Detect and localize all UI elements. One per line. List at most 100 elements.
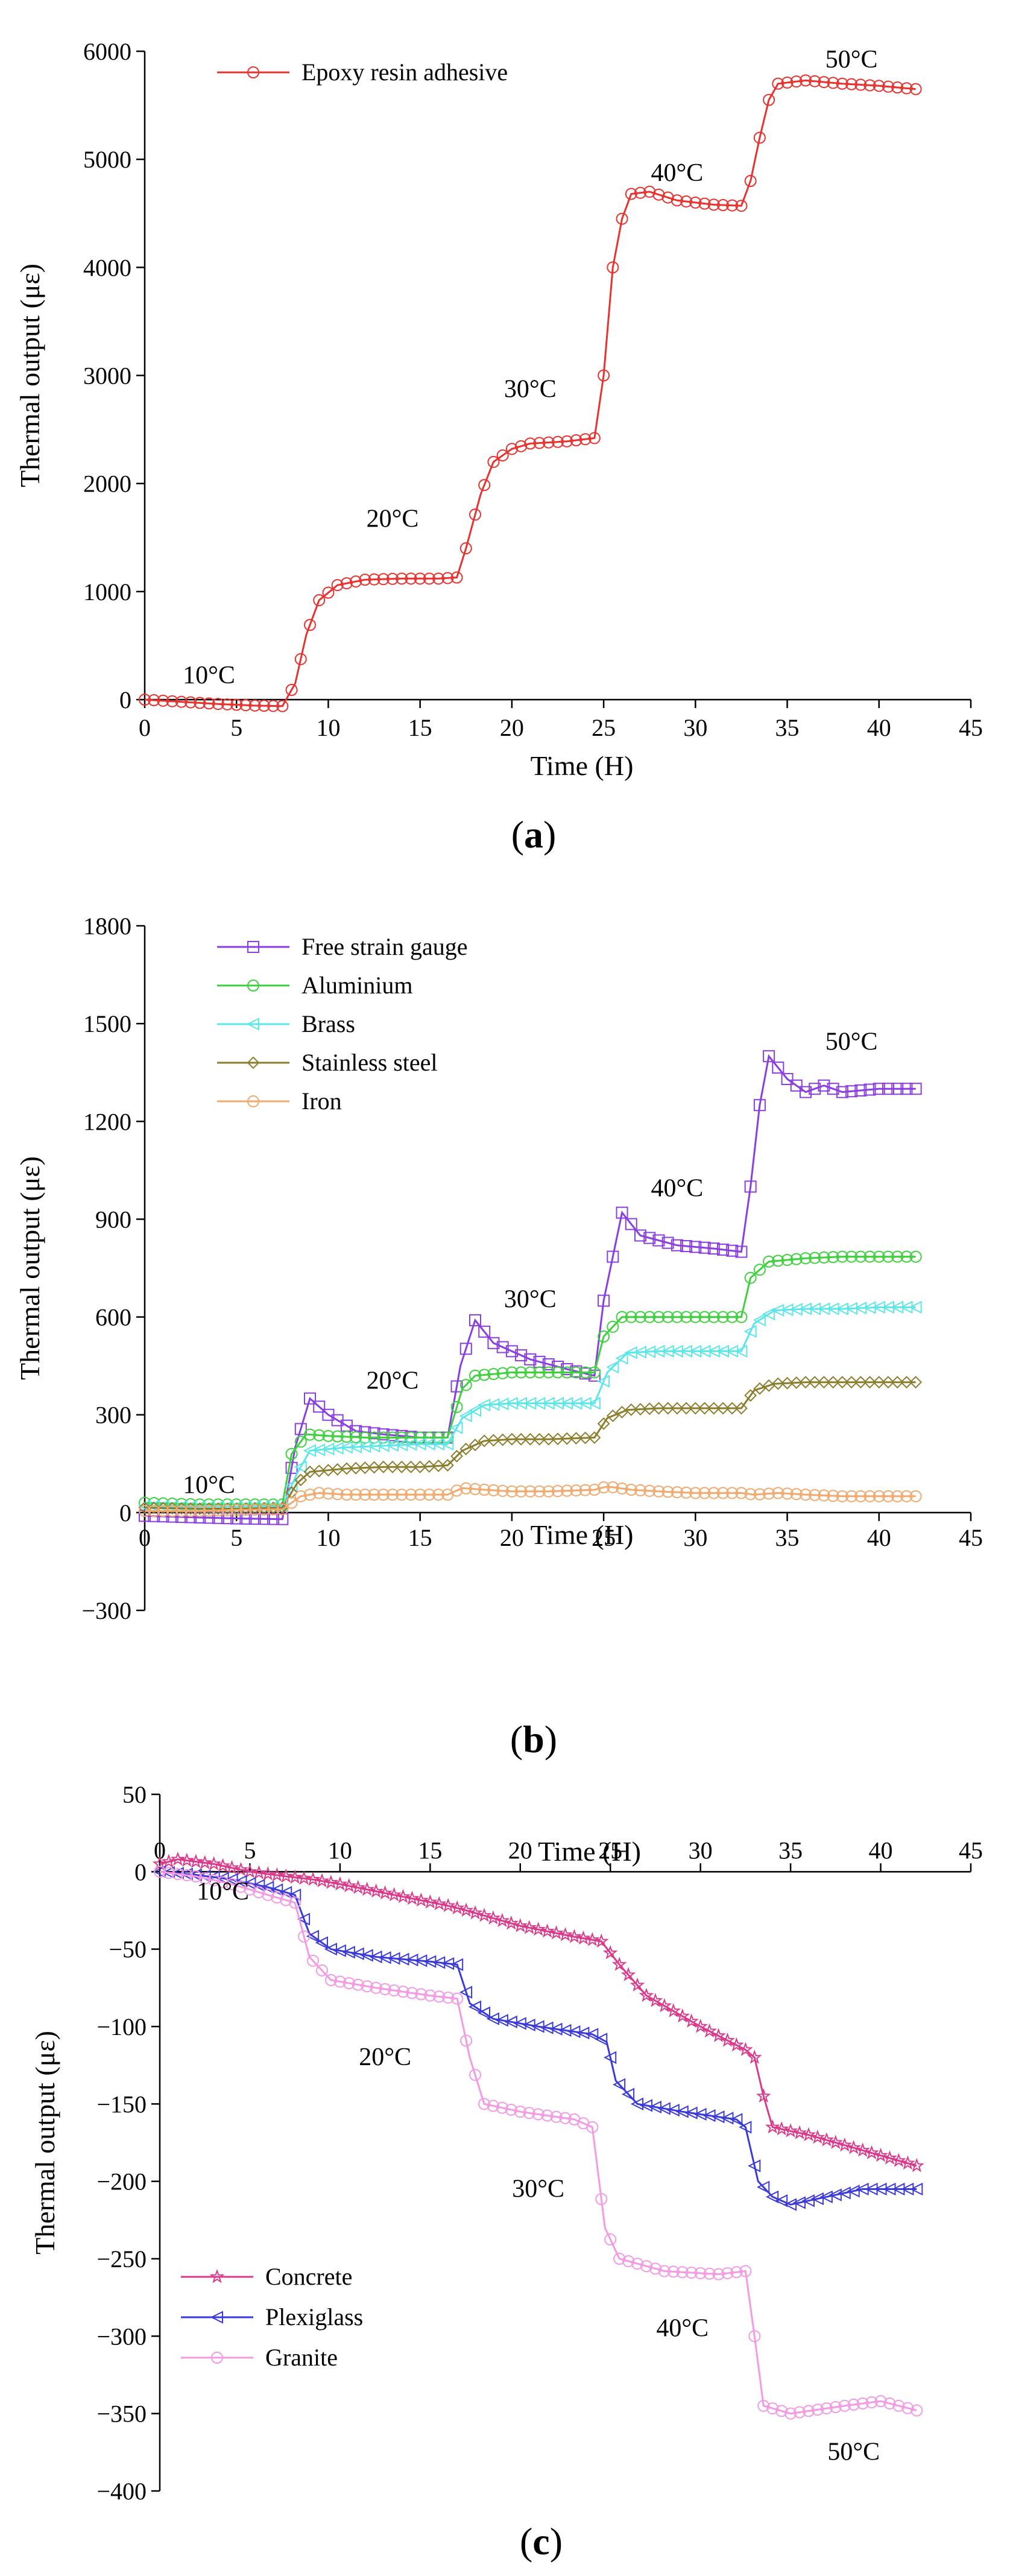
data-point (468, 2000, 482, 2014)
legend-label: Plexiglass (265, 2303, 363, 2331)
temperature-annotation: 50°C (825, 1028, 878, 1055)
legend-entry: Concrete (181, 2263, 352, 2290)
data-point (505, 2103, 517, 2116)
data-point (643, 1402, 656, 1416)
data-point (370, 1981, 382, 1994)
data-point (891, 2153, 906, 2167)
data-point (730, 2113, 743, 2126)
data-point (643, 185, 656, 198)
data-point (809, 1489, 821, 1501)
x-axis-label: Time (H) (538, 1836, 641, 1867)
data-point (596, 1375, 610, 1388)
data-point (607, 261, 619, 274)
data-point (194, 1505, 206, 1517)
data-point (800, 74, 812, 87)
data-point (203, 1504, 215, 1517)
data-point (643, 1232, 656, 1244)
data-point (616, 1206, 628, 1219)
data-point (648, 1993, 663, 2007)
data-point (900, 1083, 913, 1095)
data-point (551, 1432, 564, 1446)
data-point (157, 1505, 169, 1517)
data-point (216, 1876, 229, 1888)
data-point (459, 1443, 473, 1455)
data-point (138, 1501, 151, 1514)
x-tick-label: 35 (775, 1524, 800, 1551)
data-point (221, 1512, 233, 1525)
data-point (661, 1486, 674, 1498)
data-point (331, 1430, 344, 1443)
data-point (313, 1487, 326, 1499)
legend-marker (210, 2311, 223, 2324)
legend-marker (247, 979, 259, 992)
data-point (248, 699, 261, 712)
data-point (368, 1489, 380, 1501)
data-point (524, 1353, 537, 1366)
data-point (818, 1376, 830, 1389)
data-point (154, 1866, 166, 1878)
data-point (340, 1489, 353, 1501)
data-point (818, 1079, 830, 1092)
data-point (671, 1239, 683, 1252)
data-point (707, 1344, 720, 1358)
legend-label: Concrete (265, 2263, 352, 2290)
data-point (845, 78, 858, 90)
data-point (433, 1990, 446, 2003)
temperature-annotation: 30°C (504, 375, 557, 403)
temperature-annotation: 50°C (825, 46, 878, 74)
data-point (422, 1437, 435, 1451)
temperature-annotation: 40°C (651, 1175, 703, 1203)
chart-panel-c: −400 −350 −300 −250 −200 −150 −100 −50 0 50 0 5 10 15… (30, 1781, 983, 2563)
data-point (900, 1376, 913, 1389)
data-point (235, 1881, 247, 1893)
data-point (873, 1376, 886, 1389)
data-point (459, 1482, 472, 1495)
data-point (882, 1490, 894, 1502)
data-point (826, 1302, 839, 1315)
data-point (579, 1431, 592, 1445)
data-point (148, 1505, 160, 1517)
data-point (469, 2069, 482, 2081)
data-point (350, 1879, 366, 1894)
data-point (350, 575, 362, 588)
data-point (243, 1876, 256, 1890)
data-point (341, 1878, 357, 1893)
data-point (856, 2397, 869, 2410)
data-point (744, 1488, 757, 1501)
data-point (763, 1487, 775, 1500)
data-point (625, 1311, 637, 1323)
data-point (845, 1490, 858, 1502)
x-tick-label: 40 (869, 1837, 893, 1864)
data-point (792, 2125, 807, 2139)
data-point (685, 2267, 698, 2279)
data-point (271, 1891, 283, 1904)
data-point (900, 1490, 913, 1502)
data-point (772, 1062, 784, 1074)
data-point (387, 572, 399, 585)
data-point (604, 2233, 617, 2245)
data-point (891, 1376, 904, 1389)
data-point (775, 2405, 788, 2417)
data-point (801, 2194, 815, 2207)
data-point (304, 1428, 316, 1441)
data-point (148, 694, 160, 706)
data-point (901, 2402, 914, 2414)
data-point (324, 1974, 337, 1986)
data-point (587, 1397, 601, 1410)
x-tick-label: 15 (418, 1837, 442, 1864)
data-point (847, 2185, 860, 2198)
data-point (432, 1431, 445, 1444)
data-point (476, 1908, 492, 1922)
data-point (524, 437, 537, 450)
data-point (743, 1324, 757, 1338)
data-point (459, 1986, 473, 1999)
data-point (725, 1402, 739, 1415)
data-point (230, 1502, 243, 1515)
data-point (762, 1308, 775, 1321)
data-point (855, 2142, 871, 2157)
data-point (242, 1864, 257, 1878)
data-point (450, 1484, 463, 1497)
y-tick-label: 1000 (83, 578, 131, 606)
data-point (689, 1311, 702, 1323)
data-point (304, 619, 316, 631)
